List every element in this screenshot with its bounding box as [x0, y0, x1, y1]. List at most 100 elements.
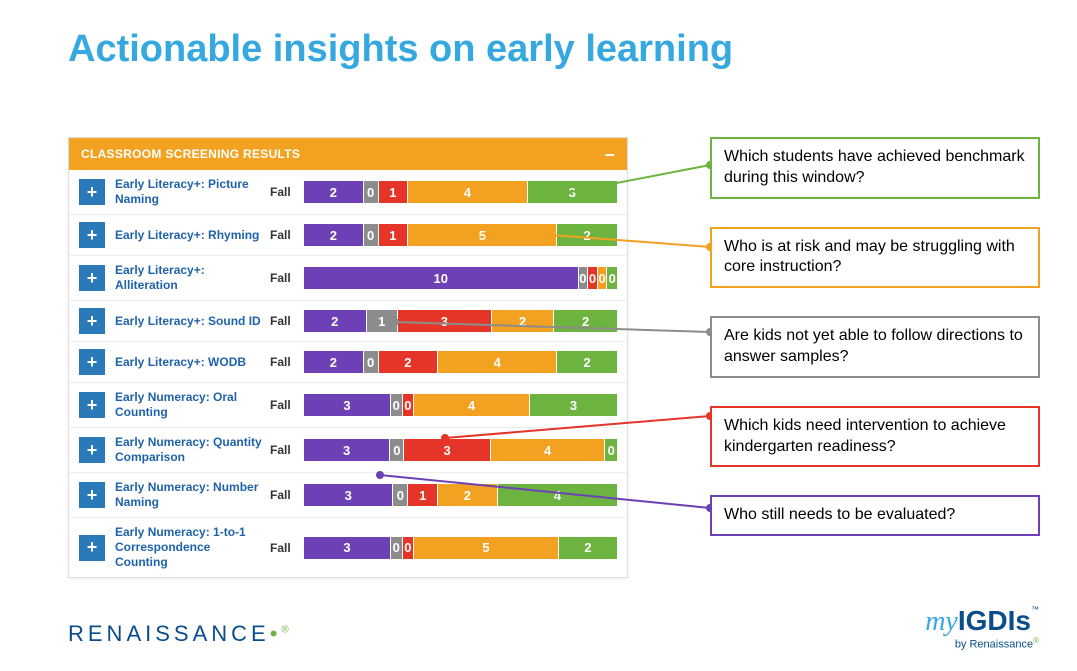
bar-segment[interactable]: 10: [304, 267, 579, 289]
expand-button[interactable]: +: [79, 482, 105, 508]
callouts-group: Which students have achieved benchmark d…: [710, 137, 1040, 564]
bar-segment[interactable]: 5: [414, 537, 559, 559]
bar-segment[interactable]: 3: [304, 484, 393, 506]
bar-segment[interactable]: 3: [404, 439, 490, 461]
bar-segment[interactable]: 2: [559, 537, 617, 559]
bar-segment[interactable]: 0: [364, 181, 379, 203]
bar-segment[interactable]: 0: [403, 537, 415, 559]
bar-segment[interactable]: 0: [364, 224, 379, 246]
bar-segment[interactable]: 0: [364, 351, 379, 373]
season-label: Fall: [270, 228, 304, 242]
bar-segment[interactable]: 4: [491, 439, 606, 461]
bar-segment[interactable]: 4: [408, 181, 527, 203]
bar-segment[interactable]: 2: [379, 351, 439, 373]
callout-box: Which kids need intervention to achieve …: [710, 406, 1040, 468]
bar-segment[interactable]: 0: [390, 439, 404, 461]
stacked-bar: 30124: [304, 484, 617, 506]
stacked-bar: 30340: [304, 439, 617, 461]
bar-segment[interactable]: 1: [379, 181, 409, 203]
season-label: Fall: [270, 541, 304, 555]
bar-segment[interactable]: 2: [492, 310, 555, 332]
row-label[interactable]: Early Literacy+: Rhyming: [105, 228, 270, 243]
expand-button[interactable]: +: [79, 437, 105, 463]
stacked-bar: 100000: [304, 267, 617, 289]
bar-segment[interactable]: 2: [304, 351, 364, 373]
row-label[interactable]: Early Numeracy: Number Naming: [105, 480, 270, 510]
stacked-bar: 20242: [304, 351, 617, 373]
bar-segment[interactable]: 4: [498, 484, 617, 506]
bar-segment[interactable]: 2: [554, 310, 617, 332]
bar-segment[interactable]: 0: [391, 394, 403, 416]
screening-panel: CLASSROOM SCREENING RESULTS – +Early Lit…: [68, 137, 628, 578]
bar-segment[interactable]: 3: [304, 439, 390, 461]
bar-segment[interactable]: 1: [367, 310, 398, 332]
row-label[interactable]: Early Numeracy: Oral Counting: [105, 390, 270, 420]
bar-segment[interactable]: 2: [438, 484, 498, 506]
bar-segment[interactable]: 0: [393, 484, 408, 506]
bar-segment[interactable]: 4: [438, 351, 557, 373]
bar-segment[interactable]: 3: [304, 394, 391, 416]
panel-header: CLASSROOM SCREENING RESULTS –: [69, 138, 627, 170]
season-label: Fall: [270, 488, 304, 502]
bar-segment[interactable]: 4: [414, 394, 530, 416]
bar-segment[interactable]: 1: [379, 224, 409, 246]
screening-row: +Early Literacy+: Sound IDFall21322: [69, 300, 627, 341]
bar-segment[interactable]: 1: [408, 484, 438, 506]
page-title: Actionable insights on early learning: [68, 28, 733, 71]
expand-button[interactable]: +: [79, 265, 105, 291]
panel-header-text: CLASSROOM SCREENING RESULTS: [81, 147, 300, 161]
row-label[interactable]: Early Numeracy: 1-to-1 Correspondence Co…: [105, 525, 270, 570]
renaissance-logo: RENAISSANCE•®: [68, 621, 289, 647]
stacked-bar: 30043: [304, 394, 617, 416]
bar-segment[interactable]: 0: [403, 394, 415, 416]
bar-segment[interactable]: 3: [528, 181, 617, 203]
callout-box: Who still needs to be evaluated?: [710, 495, 1040, 536]
bar-segment[interactable]: 2: [304, 310, 367, 332]
expand-button[interactable]: +: [79, 222, 105, 248]
myigdis-logo: myIGDIs™ by Renaissance®: [925, 605, 1039, 651]
bar-segment[interactable]: 0: [579, 267, 589, 289]
bar-segment[interactable]: 0: [607, 267, 617, 289]
bar-segment[interactable]: 3: [530, 394, 617, 416]
season-label: Fall: [270, 443, 304, 457]
bar-segment[interactable]: 2: [304, 224, 364, 246]
season-label: Fall: [270, 271, 304, 285]
row-label[interactable]: Early Literacy+: WODB: [105, 355, 270, 370]
season-label: Fall: [270, 314, 304, 328]
screening-row: +Early Literacy+: WODBFall20242: [69, 341, 627, 382]
screening-row: +Early Literacy+: AlliterationFall100000: [69, 255, 627, 300]
bar-segment[interactable]: 0: [598, 267, 608, 289]
bar-segment[interactable]: 2: [557, 224, 617, 246]
screening-row: +Early Numeracy: Quantity ComparisonFall…: [69, 427, 627, 472]
bar-segment[interactable]: 3: [304, 537, 391, 559]
bar-segment[interactable]: 0: [605, 439, 616, 461]
expand-button[interactable]: +: [79, 179, 105, 205]
stacked-bar: 21322: [304, 310, 617, 332]
row-label[interactable]: Early Literacy+: Picture Naming: [105, 177, 270, 207]
bar-segment[interactable]: 2: [557, 351, 617, 373]
expand-button[interactable]: +: [79, 308, 105, 334]
bar-segment[interactable]: 0: [391, 537, 403, 559]
screening-row: +Early Literacy+: Picture NamingFall2014…: [69, 170, 627, 214]
screening-row: +Early Literacy+: RhymingFall20152: [69, 214, 627, 255]
bar-segment[interactable]: 2: [304, 181, 364, 203]
row-label[interactable]: Early Literacy+: Alliteration: [105, 263, 270, 293]
bar-segment[interactable]: 0: [588, 267, 598, 289]
row-label[interactable]: Early Numeracy: Quantity Comparison: [105, 435, 270, 465]
collapse-icon[interactable]: –: [605, 149, 615, 159]
season-label: Fall: [270, 355, 304, 369]
expand-button[interactable]: +: [79, 535, 105, 561]
expand-button[interactable]: +: [79, 392, 105, 418]
season-label: Fall: [270, 185, 304, 199]
row-label[interactable]: Early Literacy+: Sound ID: [105, 314, 270, 329]
stacked-bar: 30052: [304, 537, 617, 559]
expand-button[interactable]: +: [79, 349, 105, 375]
bar-segment[interactable]: 3: [398, 310, 492, 332]
stacked-bar: 20152: [304, 224, 617, 246]
season-label: Fall: [270, 398, 304, 412]
bar-segment[interactable]: 5: [408, 224, 557, 246]
callout-box: Who is at risk and may be struggling wit…: [710, 227, 1040, 289]
stacked-bar: 20143: [304, 181, 617, 203]
callout-box: Are kids not yet able to follow directio…: [710, 316, 1040, 378]
screening-row: +Early Numeracy: Oral CountingFall30043: [69, 382, 627, 427]
